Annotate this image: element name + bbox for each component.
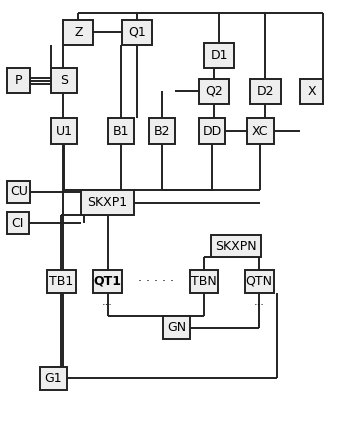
- FancyBboxPatch shape: [300, 78, 323, 104]
- Text: ...: ...: [254, 297, 265, 307]
- FancyBboxPatch shape: [163, 316, 190, 339]
- Text: TBN: TBN: [191, 275, 217, 288]
- FancyBboxPatch shape: [122, 19, 152, 45]
- Text: Q2: Q2: [205, 85, 223, 97]
- FancyBboxPatch shape: [93, 270, 122, 293]
- Text: GN: GN: [167, 321, 186, 334]
- FancyBboxPatch shape: [250, 78, 281, 104]
- Text: QT1: QT1: [94, 275, 122, 288]
- Text: QTN: QTN: [246, 275, 273, 288]
- Text: S: S: [60, 74, 68, 87]
- FancyBboxPatch shape: [149, 119, 175, 144]
- Text: · · · · ·: · · · · ·: [138, 275, 174, 288]
- FancyBboxPatch shape: [47, 270, 76, 293]
- Text: G1: G1: [44, 372, 62, 385]
- FancyBboxPatch shape: [50, 119, 77, 144]
- FancyBboxPatch shape: [7, 68, 30, 93]
- Text: SKXP1: SKXP1: [88, 196, 128, 209]
- FancyBboxPatch shape: [108, 119, 134, 144]
- FancyBboxPatch shape: [211, 235, 261, 257]
- Text: CI: CI: [11, 217, 24, 230]
- FancyBboxPatch shape: [247, 119, 274, 144]
- Text: CU: CU: [10, 185, 28, 198]
- Text: B1: B1: [113, 124, 129, 138]
- Text: P: P: [15, 74, 23, 87]
- Text: ...: ...: [102, 297, 113, 307]
- Text: DD: DD: [202, 124, 222, 138]
- FancyBboxPatch shape: [7, 212, 29, 234]
- Text: D2: D2: [257, 85, 274, 97]
- FancyBboxPatch shape: [204, 43, 234, 68]
- Text: Z: Z: [74, 26, 82, 39]
- Text: XC: XC: [252, 124, 268, 138]
- FancyBboxPatch shape: [199, 119, 225, 144]
- Text: B2: B2: [154, 124, 170, 138]
- Text: Q1: Q1: [128, 26, 146, 39]
- FancyBboxPatch shape: [190, 270, 218, 293]
- Text: D1: D1: [211, 49, 228, 62]
- Text: X: X: [308, 85, 316, 97]
- FancyBboxPatch shape: [245, 270, 274, 293]
- FancyBboxPatch shape: [40, 367, 67, 390]
- FancyBboxPatch shape: [81, 190, 134, 215]
- Text: U1: U1: [55, 124, 72, 138]
- FancyBboxPatch shape: [7, 181, 30, 203]
- Text: SKXPN: SKXPN: [215, 240, 257, 253]
- FancyBboxPatch shape: [50, 68, 77, 93]
- Text: TB1: TB1: [49, 275, 73, 288]
- FancyBboxPatch shape: [199, 78, 229, 104]
- FancyBboxPatch shape: [63, 19, 93, 45]
